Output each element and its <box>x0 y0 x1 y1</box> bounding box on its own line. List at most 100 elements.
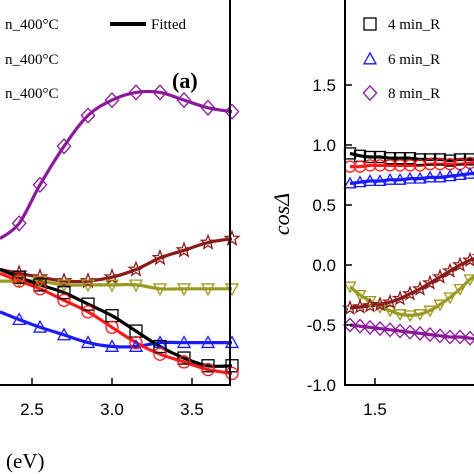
right-point-olive-10 <box>443 292 457 305</box>
right-point-purple-8 <box>423 327 437 343</box>
right-point-blue-3 <box>373 174 387 187</box>
panel-label-a: (a) <box>172 68 198 93</box>
right-point-blue-1 <box>353 175 367 188</box>
right-point-olive-0 <box>343 281 357 294</box>
right-point-darkred-5 <box>391 290 409 306</box>
left-point-darkred-6 <box>127 260 145 277</box>
right-point-blue-12 <box>463 166 474 179</box>
left-point-olive-3 <box>56 279 72 293</box>
right-point-blue-5 <box>393 172 407 185</box>
right-point-darkred-3 <box>371 296 389 312</box>
right-point-darkred-7 <box>411 280 429 296</box>
left-point-olive-5 <box>104 279 120 293</box>
right-legend-marker-square <box>363 17 377 31</box>
left-point-black-7 <box>153 339 167 354</box>
left-x-tick-label-0: 2.5 <box>20 400 44 419</box>
right-point-black-7 <box>413 153 427 166</box>
right-legend-marker-diamond <box>362 84 378 102</box>
right-point-olive-4 <box>383 305 397 318</box>
right-y-tick-label-0: -1.0 <box>307 376 336 395</box>
left-point-darkred-2 <box>31 268 49 285</box>
right-y-axis-label: cosΔ <box>269 193 294 235</box>
left-point-black-9 <box>201 359 215 373</box>
left-point-red-7 <box>153 347 167 361</box>
left-point-red-5 <box>105 320 119 334</box>
right-point-purple-6 <box>403 324 417 340</box>
right-point-black-4 <box>383 152 397 165</box>
right-point-blue-8 <box>423 170 437 183</box>
right-point-darkred-12 <box>461 251 474 268</box>
left-legend-label-3: n_400°C <box>5 86 59 102</box>
left-point-blue-1 <box>12 312 27 326</box>
left-point-darkred-3 <box>55 272 73 289</box>
left-point-olive-1 <box>12 275 27 289</box>
right-point-darkred-11 <box>451 256 469 272</box>
left-point-olive-2 <box>32 275 48 289</box>
right-point-darkred-4 <box>381 293 399 310</box>
right-y-tick-label-4: 1.0 <box>312 136 336 155</box>
left-point-blue-6 <box>128 339 144 352</box>
right-legend-marker-triangle <box>362 51 378 65</box>
right-legend-label-2: 6 min_R <box>388 52 440 68</box>
left-point-red-4 <box>81 305 95 319</box>
left-point-purple-7 <box>152 84 168 101</box>
right-point-olive-8 <box>423 305 437 318</box>
right-point-olive-1 <box>353 289 367 302</box>
right-point-olive-7 <box>413 309 427 322</box>
left-point-olive-4 <box>80 279 96 293</box>
left-curve-blue <box>0 310 232 349</box>
right-point-purple-1 <box>353 318 367 334</box>
right-point-purple-9 <box>433 328 447 344</box>
right-plot-frame <box>344 0 474 386</box>
left-point-purple-10 <box>224 103 240 120</box>
right-point-red-7 <box>413 159 427 172</box>
left-point-purple-4 <box>80 107 96 124</box>
left-point-blue-4 <box>80 335 96 349</box>
left-legend-label-2: n_400°C <box>5 52 59 68</box>
right-point-blue-10 <box>443 169 457 182</box>
right-point-red-8 <box>423 158 437 171</box>
right-point-red-2 <box>363 159 377 172</box>
left-point-darkred-4 <box>79 272 97 289</box>
left-point-black-10 <box>225 359 239 373</box>
left-point-red-6 <box>129 335 143 350</box>
left-data-markers <box>10 84 241 381</box>
right-point-red-9 <box>433 158 447 171</box>
right-point-black-5 <box>393 152 407 165</box>
left-point-blue-8 <box>176 335 192 349</box>
left-point-blue-5 <box>104 339 120 352</box>
left-point-black-1 <box>12 270 26 284</box>
right-point-red-5 <box>393 159 407 172</box>
right-point-red-1 <box>353 160 367 173</box>
right-y-tick-label-3: 0.5 <box>312 196 336 215</box>
left-point-purple-6 <box>128 84 144 101</box>
right-point-olive-2 <box>363 295 377 308</box>
right-point-darkred-9 <box>431 268 449 284</box>
right-point-blue-4 <box>383 172 397 185</box>
right-point-black-2 <box>363 150 377 164</box>
left-x-tick-label-1: 3.0 <box>100 400 124 419</box>
left-point-olive-9 <box>200 283 216 297</box>
right-data-markers <box>341 147 474 346</box>
right-point-purple-10 <box>443 329 457 345</box>
right-point-black-9 <box>433 153 447 166</box>
right-point-purple-5 <box>393 323 407 339</box>
left-point-red-8 <box>177 355 191 369</box>
right-point-blue-11 <box>453 168 467 181</box>
left-point-olive-6 <box>128 279 144 293</box>
left-point-blue-2 <box>32 319 48 333</box>
right-point-blue-7 <box>413 171 427 184</box>
left-legend-label-1: n_400°C <box>5 17 59 33</box>
left-point-black-4 <box>81 297 95 311</box>
left-point-purple-1 <box>11 215 27 232</box>
right-y-tick-label-1: -0.5 <box>307 316 336 335</box>
right-curve-blue <box>349 171 474 185</box>
right-point-black-3 <box>373 150 387 164</box>
left-point-blue-3 <box>56 327 72 341</box>
left-point-red-9 <box>201 362 215 377</box>
right-legend: 4 min_R 6 min_R 8 min_R <box>362 17 440 102</box>
right-point-blue-2 <box>363 174 377 187</box>
left-point-purple-5 <box>104 91 120 109</box>
right-panel: -1.0 -0.5 0.0 0.5 1.0 1.5 1.5 4 min_R 6 min_R… <box>307 0 474 419</box>
left-point-red-1 <box>12 274 26 288</box>
